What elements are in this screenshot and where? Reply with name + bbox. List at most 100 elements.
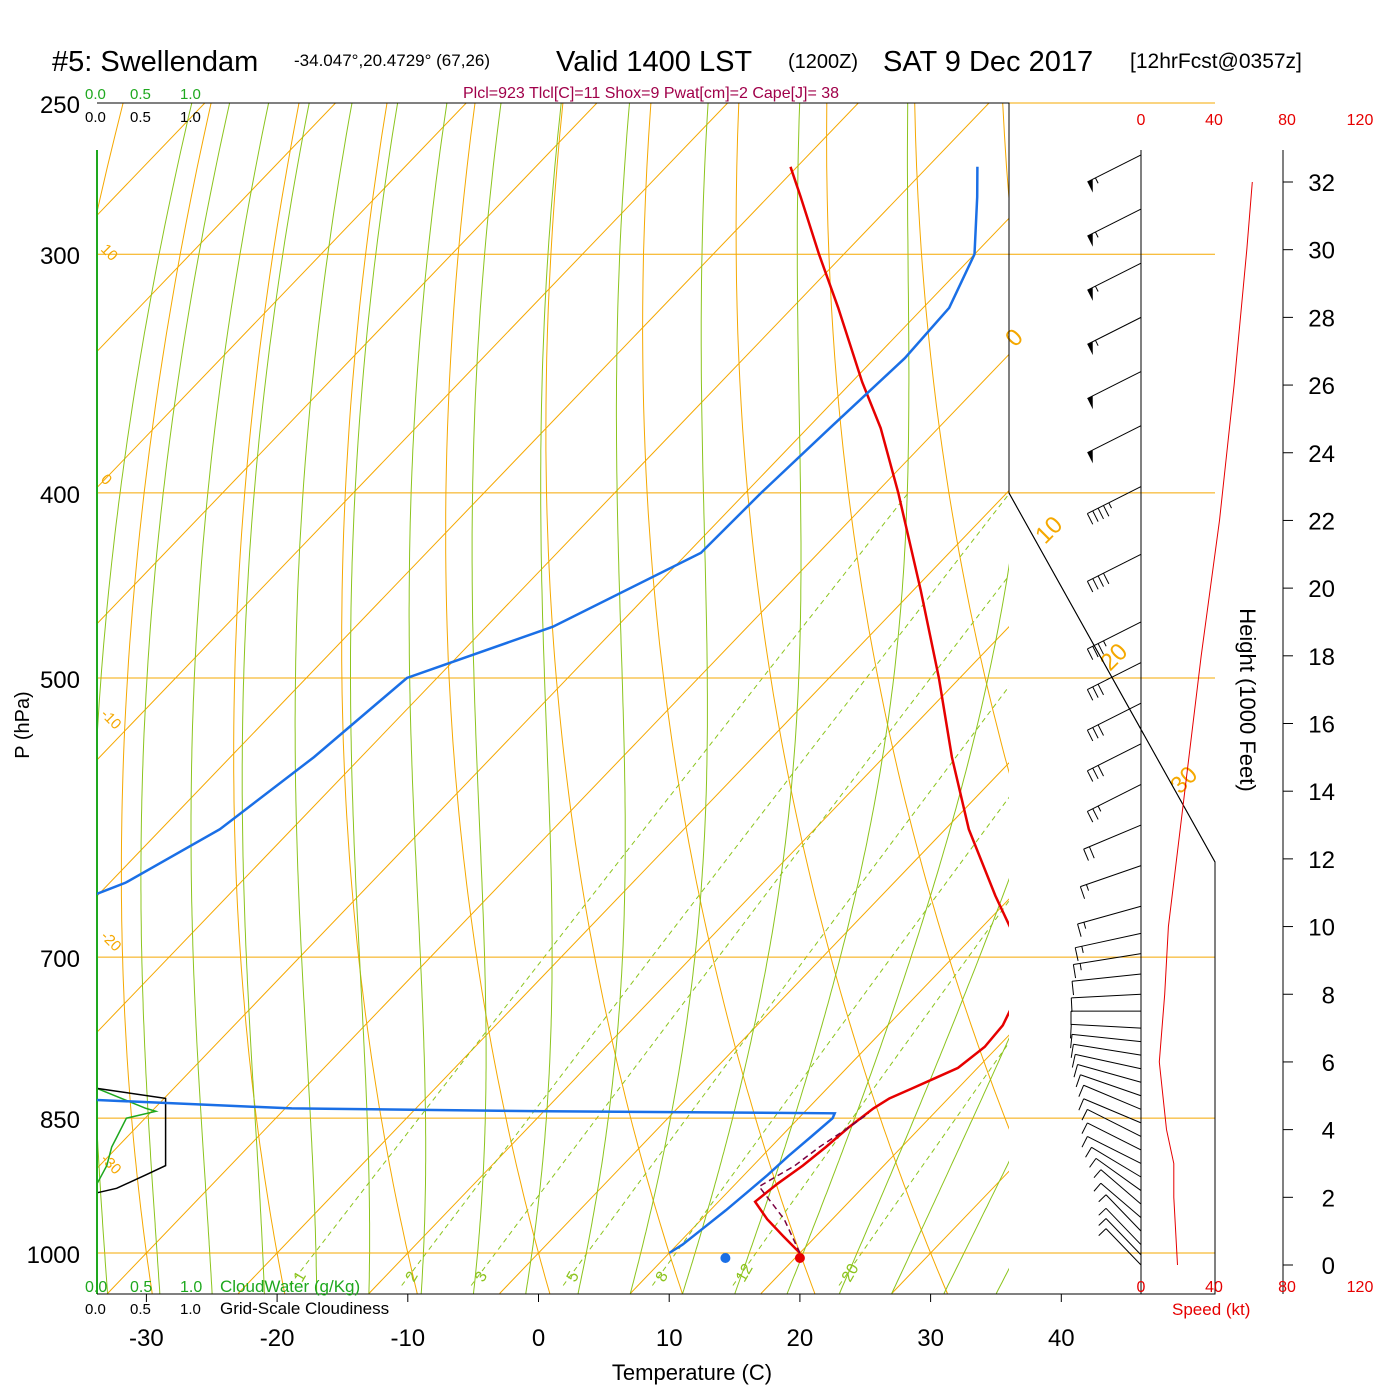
wind-barb (1098, 1207, 1142, 1246)
height-tick-label: 32 (1308, 170, 1335, 197)
moist-adiabat-line (734, 103, 910, 1294)
pressure-tick-label: 500 (40, 667, 80, 694)
speed-profile (1158, 181, 1253, 1266)
moist-adiabat-line (241, 103, 310, 1294)
wind-barb-halfflag (1083, 922, 1087, 929)
wind-barb-staff (1083, 1098, 1142, 1124)
wind-barb-flag (1075, 1074, 1081, 1088)
cloudiness-label: Grid-Scale Cloudiness (220, 1299, 389, 1318)
speed-axis-label: Speed (kt) (1172, 1300, 1250, 1319)
height-tick-label: 2 (1322, 1185, 1335, 1212)
height-tick-label: 14 (1308, 779, 1335, 806)
wind-barb-halfflag (1108, 502, 1112, 509)
wind-barb-staff (1087, 621, 1142, 650)
x-tick-label: -10 (390, 1325, 425, 1352)
moist-adiabat-line (190, 103, 270, 1294)
wind-barb (1087, 262, 1142, 301)
wind-barb (1087, 208, 1142, 247)
isotherm-line (97, 103, 990, 1033)
wind-barb-staff (1105, 1218, 1142, 1256)
wind-barb-halfflag (1094, 177, 1099, 184)
moist-adiabat-line (995, 1267, 1009, 1294)
wind-barb-staff (1072, 1033, 1142, 1043)
pressure-tick-label: 400 (40, 482, 80, 509)
wind-barb-staff (1105, 1228, 1142, 1266)
mixing-ratio-label: 12 (733, 1261, 757, 1285)
wind-barb-flag (1088, 846, 1095, 859)
height-tick-label: 0 (1322, 1253, 1335, 1280)
wind-barb-flag (1071, 1054, 1076, 1068)
wind-barb-flag (1098, 1228, 1107, 1236)
wind-barb-flag (1086, 770, 1094, 782)
x-tick-label: 40 (1048, 1325, 1075, 1352)
wind-barb-flag (1097, 765, 1104, 777)
wind-barb-halfflag (1103, 640, 1107, 647)
speed-bottom-tick: 40 (1205, 1279, 1223, 1296)
wind-barb-staff (1080, 865, 1142, 888)
wind-barb-flag (1070, 1024, 1072, 1039)
wind-barb-staff (1072, 973, 1142, 982)
wind-barb-flag (1072, 964, 1077, 979)
isotherm-lines (97, 103, 1009, 1294)
moist-adiabat-line (408, 103, 448, 1294)
isotherm-line (107, 353, 1009, 1294)
wind-barb-staff (1100, 1182, 1142, 1218)
wind-barb-halfflag (1081, 946, 1084, 953)
dry-adiabat-label: 0 (97, 471, 115, 489)
wind-barb-staff (1080, 1074, 1142, 1097)
dry-adiabat-line (642, 103, 816, 1294)
mixing-ratio-line (401, 493, 1009, 1286)
wind-barb (1081, 1122, 1142, 1151)
plot-frame (97, 102, 1216, 1295)
wind-barb-flag (1092, 578, 1099, 590)
cloud-water-top-tick: 1.0 (180, 86, 201, 103)
wind-barb-staff (1075, 1053, 1142, 1070)
wind-barb-staff (1100, 1169, 1142, 1205)
wind-barb-flag (1073, 1064, 1079, 1078)
wind-barb-staff (1073, 953, 1142, 966)
x-tick-label: -30 (129, 1325, 164, 1352)
dry-adiabat-label: -10 (97, 706, 124, 733)
wind-barb (1086, 553, 1142, 593)
wind-barb-flag (1103, 572, 1110, 585)
wind-barb-staff (1087, 262, 1142, 291)
cloud-panel: 0.0 0.0 0.0 0.0 0.5 0.5 0.5 0.5 1.0 1.0 1.0 1.0 (85, 86, 202, 1318)
isotherm-line (97, 103, 728, 761)
dry-adiabat-lines (97, 103, 1009, 1294)
mixing-ratio-lines (289, 492, 1009, 1286)
cloudiness-top-tick: 0.0 (85, 109, 106, 126)
height-tick-label: 10 (1308, 915, 1335, 942)
mixing-ratio-label: 20 (839, 1261, 863, 1285)
moist-adiabat-lines (97, 103, 1009, 1294)
moist-adiabat-line (97, 103, 193, 1294)
isotherm-line (499, 762, 1009, 1294)
valid-date: SAT 9 Dec 2017 (883, 46, 1093, 78)
plot-border (97, 102, 1216, 1295)
wind-barb (1074, 932, 1142, 961)
mixing-ratio-line (289, 492, 909, 1286)
speed-top-tick: 0 (1137, 112, 1146, 129)
wind-barb-staff (1087, 316, 1142, 345)
moist-adiabat-line (294, 103, 353, 1294)
height-tick-label: 18 (1308, 644, 1335, 671)
wind-barb (1077, 905, 1142, 937)
moist-adiabat-line (943, 1160, 1009, 1294)
cloud-water-bottom-tick: 0.0 (85, 1279, 107, 1296)
wind-barb (1098, 1218, 1142, 1256)
wind-barb-flag (1070, 997, 1073, 1012)
wind-barb-staff (1087, 154, 1142, 183)
wind-barb (1070, 1033, 1142, 1049)
wind-barb-flag (1086, 581, 1094, 593)
wind-barb (1083, 824, 1142, 861)
wind-barb-flag (1097, 507, 1104, 520)
cloud-water-bottom-tick: 1.0 (180, 1279, 202, 1296)
wind-barb (1072, 953, 1142, 979)
wind-barb-staff (1073, 1043, 1142, 1056)
wind-barb-staff (1087, 208, 1142, 237)
wind-barb-halfflag (1097, 805, 1102, 812)
wind-barb-flag (1097, 643, 1104, 655)
pressure-tick-label: 300 (40, 243, 80, 270)
moist-adiabat-line (350, 103, 399, 1294)
wind-barb-flag (1083, 848, 1089, 861)
